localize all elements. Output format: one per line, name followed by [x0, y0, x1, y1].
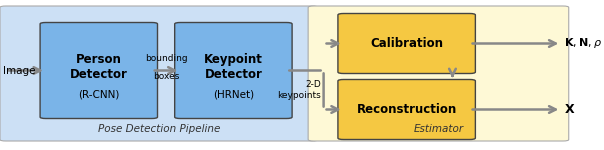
Text: Estimator: Estimator: [413, 123, 463, 134]
Text: (HRNet): (HRNet): [213, 90, 254, 99]
Text: 2-D
keypoints: 2-D keypoints: [277, 80, 321, 100]
Text: Reconstruction: Reconstruction: [356, 103, 457, 116]
Text: $\mathbf{K}$$,$$\mathbf{N}$$,\rho$: $\mathbf{K}$$,$$\mathbf{N}$$,\rho$: [564, 36, 602, 51]
Text: Image: Image: [3, 66, 36, 75]
FancyBboxPatch shape: [308, 6, 569, 141]
Text: Detector: Detector: [205, 69, 262, 81]
Text: $\mathbf{X}$: $\mathbf{X}$: [564, 103, 576, 116]
Text: Person: Person: [76, 54, 122, 66]
FancyBboxPatch shape: [40, 22, 158, 118]
Text: Detector: Detector: [70, 69, 127, 81]
Text: Calibration: Calibration: [370, 37, 443, 50]
Text: Keypoint: Keypoint: [204, 54, 263, 66]
FancyBboxPatch shape: [338, 80, 475, 140]
Text: Pose Detection Pipeline: Pose Detection Pipeline: [98, 123, 220, 134]
FancyBboxPatch shape: [175, 22, 292, 118]
FancyBboxPatch shape: [338, 14, 475, 74]
Text: bounding: bounding: [145, 54, 187, 63]
Text: (R-CNN): (R-CNN): [78, 90, 120, 99]
Text: boxes: boxes: [153, 72, 179, 81]
FancyBboxPatch shape: [0, 6, 318, 141]
